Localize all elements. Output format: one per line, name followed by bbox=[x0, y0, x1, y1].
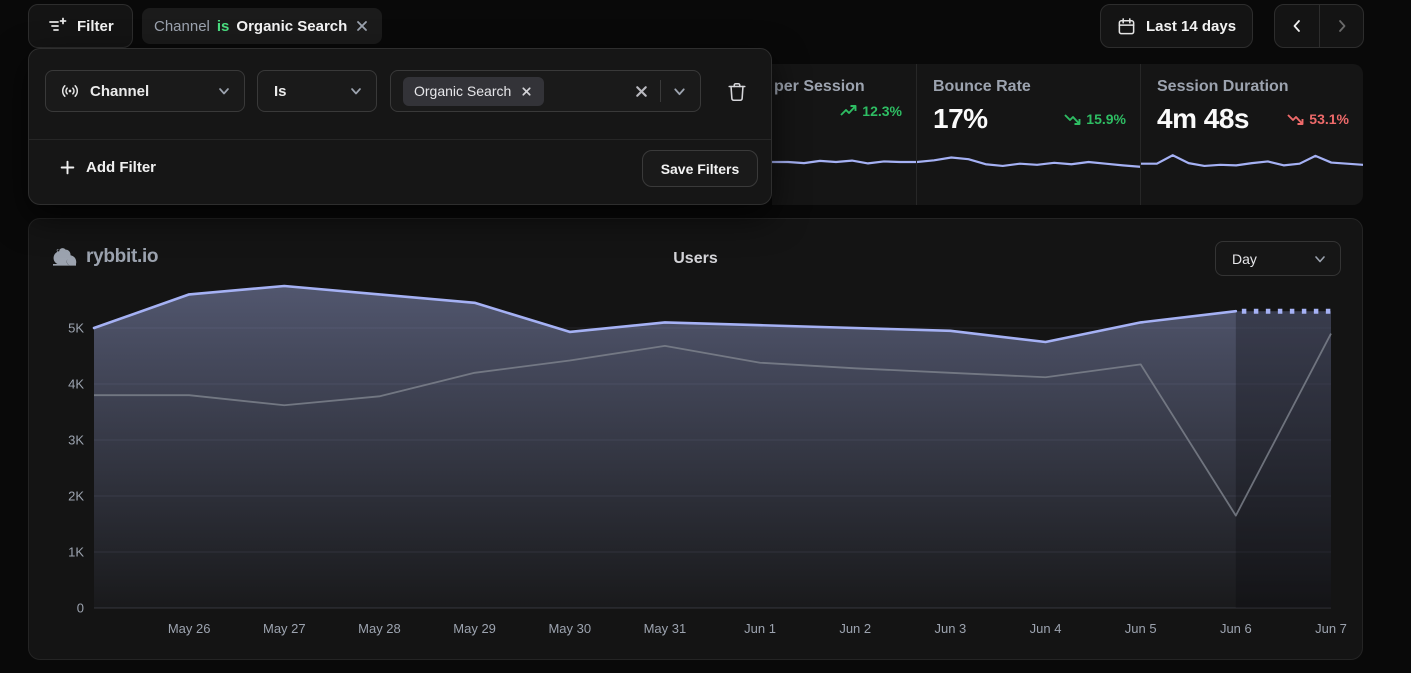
calendar-icon bbox=[1118, 17, 1135, 34]
add-filter-button[interactable]: Add Filter bbox=[59, 159, 156, 176]
change-badge: 53.1% bbox=[1287, 111, 1349, 127]
change-badge: 15.9% bbox=[1064, 111, 1126, 127]
sparkline bbox=[917, 148, 1140, 176]
svg-text:Jun 4: Jun 4 bbox=[1030, 621, 1062, 636]
svg-text:5K: 5K bbox=[68, 321, 84, 336]
brand-logo: rybbit.io bbox=[51, 245, 159, 268]
filter-button[interactable]: Filter bbox=[28, 4, 133, 48]
stat-title: Session Duration bbox=[1157, 78, 1289, 95]
chip-field: Channel bbox=[154, 17, 210, 35]
users-chart: 0 1K 2K 3K 4K 5K May 26 May 27 May 28 May 29 May 3… bbox=[68, 284, 1347, 636]
svg-text:2K: 2K bbox=[68, 489, 84, 504]
date-range-label: Last 14 days bbox=[1146, 17, 1237, 35]
filter-value-tag[interactable]: Organic Search bbox=[403, 76, 545, 106]
svg-text:Jun 7: Jun 7 bbox=[1315, 621, 1347, 636]
trend-down-icon bbox=[1064, 114, 1081, 125]
trend-up-icon bbox=[840, 105, 857, 116]
svg-text:May 28: May 28 bbox=[358, 621, 401, 636]
save-filters-button[interactable]: Save Filters bbox=[642, 150, 758, 187]
chip-operator: is bbox=[216, 17, 230, 35]
stats-strip: per Session 12.3% Bounce Rate 17% 15.9% bbox=[772, 64, 1363, 205]
filter-plus-icon bbox=[49, 17, 67, 31]
delete-filter-button[interactable] bbox=[723, 78, 751, 106]
filter-button-label: Filter bbox=[77, 17, 114, 35]
stat-card-bounce-rate: Bounce Rate 17% 15.9% bbox=[916, 64, 1140, 205]
svg-text:1K: 1K bbox=[68, 545, 84, 560]
next-period-button[interactable] bbox=[1319, 5, 1363, 47]
operator-select-value: Is bbox=[274, 82, 287, 100]
divider bbox=[29, 139, 771, 140]
svg-text:Jun 1: Jun 1 bbox=[744, 621, 776, 636]
users-chart-card: rybbit.io Users Day 0 1K 2K 3K 4K 5K May 26 May… bbox=[28, 218, 1363, 660]
interval-select-value: Day bbox=[1232, 250, 1257, 267]
stat-value: 17% bbox=[933, 103, 988, 134]
interval-select[interactable]: Day bbox=[1215, 241, 1341, 276]
frog-logo-icon bbox=[53, 248, 77, 266]
clear-values-icon[interactable] bbox=[633, 83, 650, 100]
chevron-down-icon bbox=[219, 88, 229, 95]
stat-card-session-duration: Session Duration 4m 48s 53.1% bbox=[1140, 64, 1363, 205]
chevron-down-icon[interactable] bbox=[671, 83, 688, 100]
svg-text:Jun 6: Jun 6 bbox=[1220, 621, 1252, 636]
svg-text:May 26: May 26 bbox=[168, 621, 211, 636]
chart-title: Users bbox=[673, 250, 718, 267]
chevron-left-icon bbox=[1293, 20, 1300, 32]
remove-filter-icon[interactable] bbox=[354, 18, 370, 34]
stat-title: Bounce Rate bbox=[933, 78, 1031, 95]
stat-title: per Session bbox=[774, 78, 865, 95]
svg-text:May 29: May 29 bbox=[453, 621, 496, 636]
svg-text:May 31: May 31 bbox=[644, 621, 687, 636]
radio-icon bbox=[61, 85, 79, 97]
brand-name: rybbit.io bbox=[86, 245, 159, 267]
trend-down-icon bbox=[1287, 114, 1304, 125]
filter-value-select[interactable]: Organic Search bbox=[390, 70, 701, 112]
filter-operator-select[interactable]: Is bbox=[257, 70, 377, 112]
chevron-down-icon bbox=[1315, 255, 1325, 262]
svg-text:May 30: May 30 bbox=[548, 621, 591, 636]
trash-icon bbox=[728, 82, 746, 102]
chip-value: Organic Search bbox=[236, 17, 348, 35]
change-value: 53.1% bbox=[1309, 111, 1349, 127]
prev-period-button[interactable] bbox=[1275, 5, 1319, 47]
filter-field-select[interactable]: Channel bbox=[45, 70, 245, 112]
svg-text:May 27: May 27 bbox=[263, 621, 306, 636]
divider bbox=[660, 80, 661, 102]
field-select-value: Channel bbox=[90, 82, 150, 100]
sparkline bbox=[772, 148, 916, 176]
change-badge: 12.3% bbox=[840, 103, 902, 119]
tag-label: Organic Search bbox=[414, 83, 512, 99]
filter-panel: Channel Is Organic Search Add Filter bbox=[28, 48, 772, 205]
add-filter-label: Add Filter bbox=[86, 159, 156, 176]
stat-value: 4m 48s bbox=[1157, 103, 1249, 134]
svg-text:Jun 2: Jun 2 bbox=[839, 621, 871, 636]
chevron-down-icon bbox=[351, 88, 361, 95]
svg-text:0: 0 bbox=[77, 601, 84, 616]
change-value: 15.9% bbox=[1086, 111, 1126, 127]
period-pager bbox=[1274, 4, 1364, 48]
remove-tag-icon[interactable] bbox=[520, 85, 533, 98]
svg-text:Jun 3: Jun 3 bbox=[934, 621, 966, 636]
plus-icon bbox=[60, 160, 75, 175]
active-filter-chip[interactable]: Channel is Organic Search bbox=[142, 8, 383, 44]
sparkline bbox=[1141, 148, 1363, 176]
change-value: 12.3% bbox=[862, 103, 902, 119]
svg-text:4K: 4K bbox=[68, 377, 84, 392]
svg-text:Jun 5: Jun 5 bbox=[1125, 621, 1157, 636]
chevron-right-icon bbox=[1338, 20, 1345, 32]
stat-card-per-session: per Session 12.3% bbox=[772, 64, 916, 205]
date-range-button[interactable]: Last 14 days bbox=[1100, 4, 1254, 48]
svg-text:3K: 3K bbox=[68, 433, 84, 448]
